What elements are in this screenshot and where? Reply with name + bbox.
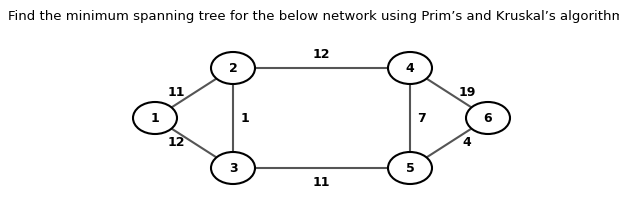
Text: 3: 3 xyxy=(228,162,237,174)
Text: 4: 4 xyxy=(405,61,414,74)
Text: 7: 7 xyxy=(418,112,426,124)
Text: 1: 1 xyxy=(150,112,159,124)
Ellipse shape xyxy=(466,102,510,134)
Ellipse shape xyxy=(133,102,177,134)
Text: 2: 2 xyxy=(228,61,237,74)
Ellipse shape xyxy=(388,52,432,84)
Text: 5: 5 xyxy=(405,162,414,174)
Text: 19: 19 xyxy=(458,86,475,99)
Ellipse shape xyxy=(388,152,432,184)
Text: 11: 11 xyxy=(167,86,184,99)
Text: 12: 12 xyxy=(313,47,331,60)
Text: 6: 6 xyxy=(483,112,492,124)
Ellipse shape xyxy=(211,52,255,84)
Text: 12: 12 xyxy=(167,137,184,149)
Text: Find the minimum spanning tree for the below network using Prim’s and Kruskal’s : Find the minimum spanning tree for the b… xyxy=(8,10,619,23)
Text: 4: 4 xyxy=(462,137,472,149)
Text: 1: 1 xyxy=(241,112,249,124)
Ellipse shape xyxy=(211,152,255,184)
Text: 11: 11 xyxy=(313,176,331,188)
